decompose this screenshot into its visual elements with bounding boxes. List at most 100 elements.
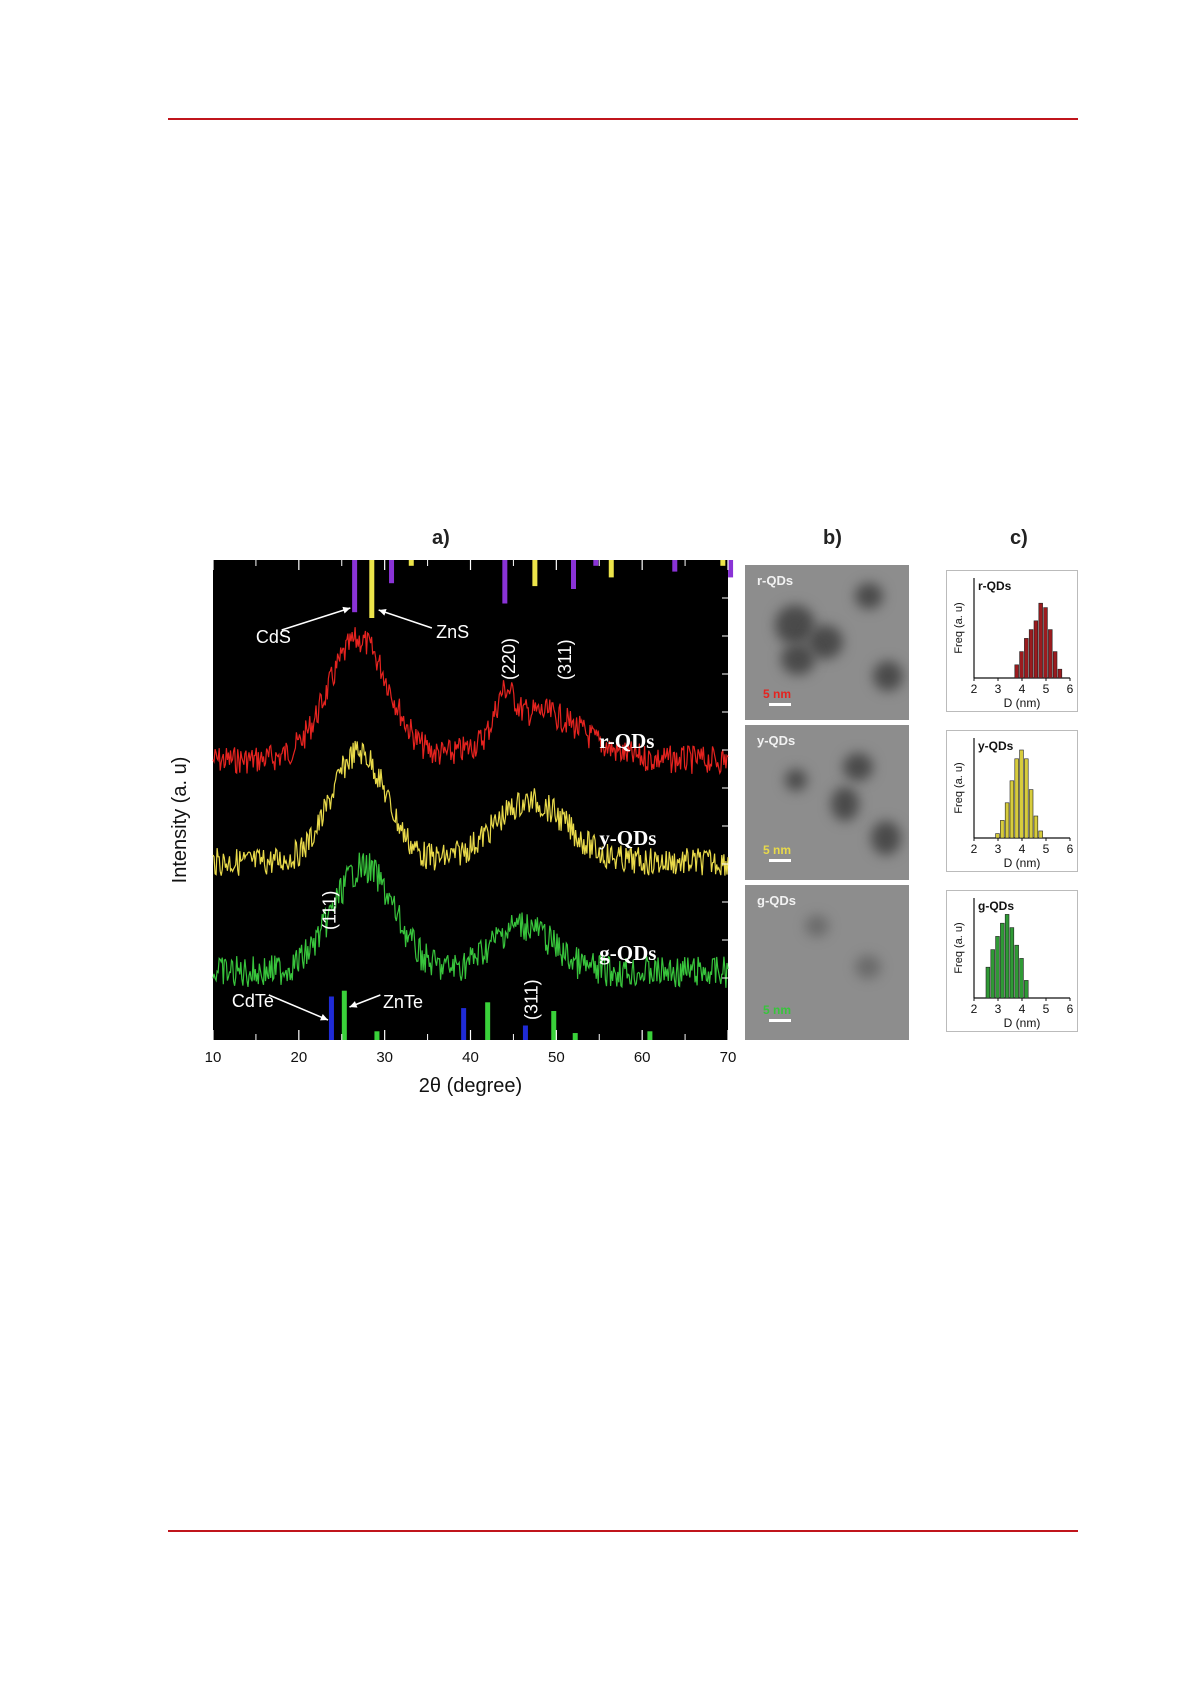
y-axis-label: Intensity (a. u) <box>169 757 191 884</box>
x-tick-label: 10 <box>205 1049 222 1066</box>
x-axis-label: D (nm) <box>1004 856 1041 870</box>
y-axis-label: Freq (a. u) <box>953 762 965 813</box>
x-tick-label: 70 <box>720 1049 737 1066</box>
reference-peak-line <box>672 560 678 572</box>
histogram-bar <box>1004 914 1010 999</box>
histogram-bar <box>1014 664 1019 679</box>
reference-peak-line <box>461 1008 467 1040</box>
x-tick-label: 5 <box>1043 682 1050 696</box>
reference-peak-line <box>720 560 726 566</box>
reference-peak-line <box>341 990 347 1040</box>
reference-peak-line <box>593 560 599 566</box>
annotation: (220) <box>499 638 519 680</box>
reference-peak-line <box>352 560 358 613</box>
annotation-arrow <box>281 607 351 631</box>
panel-label-c: c) <box>1010 527 1028 549</box>
series-line-g-QDs <box>212 852 729 989</box>
histogram-bar <box>1019 651 1024 679</box>
scale-bar <box>769 703 791 706</box>
panel-label-a: a) <box>432 527 450 549</box>
annotation-arrow <box>268 994 329 1021</box>
reference-peak-line <box>485 1002 491 1040</box>
histogram-bar <box>1048 629 1053 679</box>
x-tick-label: 2 <box>971 1002 978 1016</box>
annotation: (311) <box>555 639 575 680</box>
tem-label: g-QDs <box>757 893 796 908</box>
series-line-r-QDs <box>212 627 729 775</box>
histogram-bar <box>995 833 1000 839</box>
annotation-arrow <box>378 609 433 629</box>
xrd-chart: r-QDs y-QDs g-QDs CdS ZnS (220) (311) (111) (311… <box>169 560 737 1097</box>
histogram-bar <box>1033 620 1039 679</box>
series-label: y-QDs <box>599 826 656 850</box>
y-axis-label: Freq (a. u) <box>953 922 965 973</box>
annotation-arrowhead <box>320 1013 329 1021</box>
size-histogram-g-qds: 2 3 4 5 6 g-QDs D (nm) Freq (a. u) <box>946 890 1078 1032</box>
histogram-bar <box>990 949 995 999</box>
histogram-bar <box>1028 629 1034 679</box>
x-tick-label: 30 <box>376 1049 393 1066</box>
histogram-bar <box>1014 944 1019 999</box>
scale-label: 5 nm <box>763 843 792 857</box>
histogram-bar <box>1024 758 1029 839</box>
reference-peak-line <box>389 560 395 584</box>
histogram-bar <box>1009 780 1015 839</box>
reference-peak-line <box>408 560 414 566</box>
x-axis-label: 2θ (degree) <box>419 1075 522 1097</box>
series-label: g-QDs <box>599 941 656 965</box>
histogram-bar <box>1052 651 1058 679</box>
x-tick-label: 6 <box>1067 682 1074 696</box>
x-tick-label: 4 <box>1019 682 1026 696</box>
series-label: r-QDs <box>599 729 654 753</box>
histogram-bar <box>1019 958 1024 999</box>
series-line-y-QDs <box>212 740 729 876</box>
x-tick-label: 3 <box>995 682 1002 696</box>
histogram-bar <box>1028 789 1034 839</box>
histogram-bar <box>1009 927 1015 999</box>
x-tick-label: 5 <box>1043 1002 1050 1016</box>
reference-peak-line <box>328 996 334 1040</box>
histogram-bar <box>995 936 1000 999</box>
tem-image-y-qds: y-QDs 5 nm <box>745 725 909 880</box>
reference-peak-line <box>551 1011 557 1040</box>
reference-peak-line <box>647 1031 653 1040</box>
x-tick-label: 3 <box>995 842 1002 856</box>
reference-peak-line <box>532 560 538 587</box>
reference-peak-line <box>728 560 734 578</box>
histogram-bar <box>1014 758 1019 839</box>
header-rule <box>168 118 1078 120</box>
size-histogram-y-qds: 2 3 4 5 6 y-QDs D (nm) Freq (a. u) <box>946 730 1078 872</box>
histogram-bar <box>1024 638 1029 679</box>
x-tick-label: 20 <box>290 1049 307 1066</box>
annotation-arrowhead <box>349 1001 358 1008</box>
histogram-bar <box>1057 668 1063 679</box>
scale-label: 5 nm <box>763 1003 792 1017</box>
reference-peak-line <box>608 560 614 578</box>
x-axis-label: D (nm) <box>1004 1016 1041 1030</box>
x-tick-label: 50 <box>548 1049 565 1066</box>
tem-label: r-QDs <box>757 573 794 588</box>
histogram-bar <box>1033 815 1039 839</box>
tem-label: y-QDs <box>757 733 796 748</box>
reference-peak-line <box>572 1033 578 1040</box>
histogram-bar <box>1038 602 1043 679</box>
annotation: (311) <box>521 979 541 1020</box>
histogram-bar <box>1024 980 1029 999</box>
footer-rule <box>168 1530 1078 1532</box>
size-histogram-r-qds: 2 3 4 5 6 r-QDs D (nm) Freq (a. u) <box>946 570 1078 712</box>
histogram-title: r-QDs <box>978 579 1012 593</box>
histogram-bar <box>1038 830 1043 839</box>
reference-peak-line <box>374 1031 380 1040</box>
histogram-bar <box>1043 607 1048 679</box>
annotation: CdS <box>256 627 291 647</box>
panel-label-b: b) <box>823 527 842 549</box>
reference-peak-line <box>522 1025 528 1040</box>
histogram-bar <box>1000 922 1005 999</box>
histogram-title: g-QDs <box>978 899 1014 913</box>
tem-image-g-qds: g-QDs 5 nm <box>745 885 909 1040</box>
x-tick-label: 5 <box>1043 842 1050 856</box>
reference-peak-line <box>571 560 576 589</box>
reference-peak-line <box>502 560 508 604</box>
scale-bar <box>769 859 791 862</box>
scale-label: 5 nm <box>763 687 792 701</box>
